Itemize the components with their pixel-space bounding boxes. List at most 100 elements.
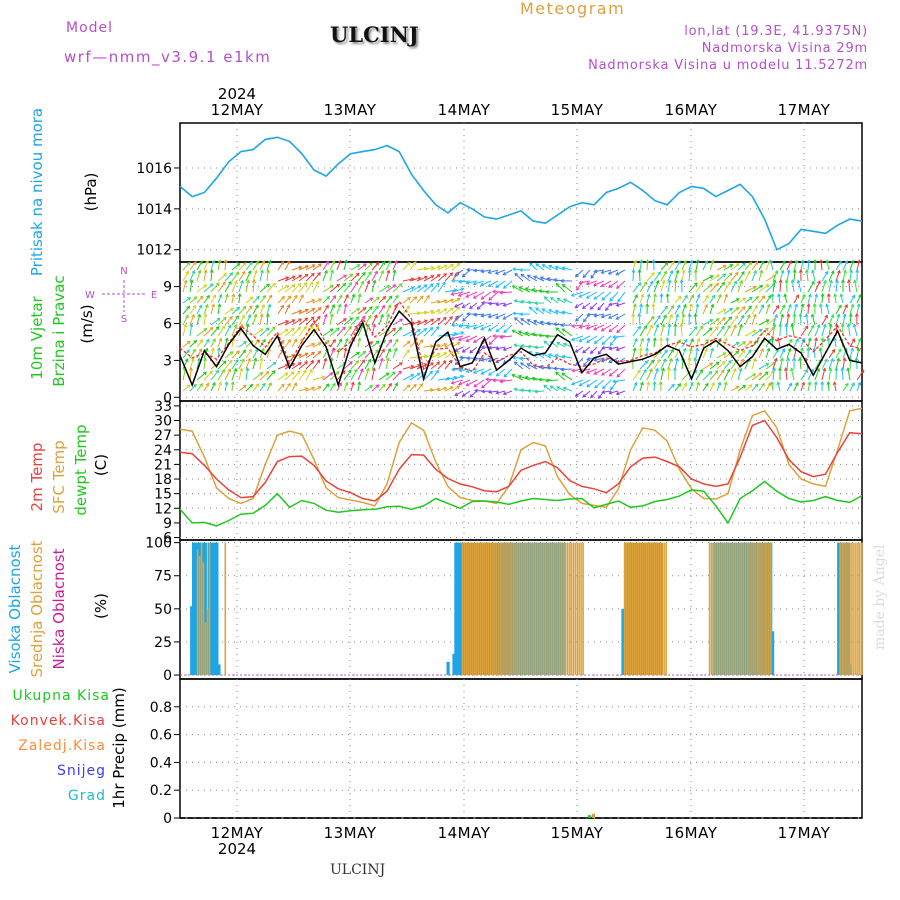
wind-arrow-head <box>215 326 220 330</box>
wind-arrow <box>182 305 190 315</box>
wind-arrow <box>777 338 781 348</box>
wind-arrow <box>814 294 818 304</box>
wind-arrow <box>542 308 552 315</box>
wind-arrow-head <box>659 337 664 341</box>
wind-arrow <box>594 357 605 361</box>
wind-arrow <box>821 293 824 304</box>
wind-arrow-head <box>287 339 291 343</box>
wind-arrow <box>189 368 192 381</box>
wind-arrow <box>423 283 434 293</box>
wind-arrow-head <box>235 271 240 276</box>
wind-arrow <box>182 297 191 304</box>
wind-arrow <box>416 383 423 392</box>
wind-arrow-head <box>828 367 833 372</box>
cloud-mid-bar <box>560 542 563 675</box>
wind-arrow-head <box>693 326 698 330</box>
wind-arrow-head <box>443 352 448 356</box>
wind-arrow-head <box>381 261 386 265</box>
wind-arrow-head <box>459 355 463 360</box>
wind-arrow-head <box>262 295 266 299</box>
wind-arrow-head <box>721 325 725 330</box>
wind-gust-line <box>179 300 863 373</box>
wind-arrow <box>716 361 726 370</box>
wind-arrow <box>765 274 776 282</box>
cloud-mid-bar <box>489 542 491 675</box>
wind-arrow-head <box>561 372 566 377</box>
wind-arrow <box>723 294 728 304</box>
wind-arrow <box>800 260 804 271</box>
wind-arrow <box>751 305 758 315</box>
wind-arrow <box>702 260 708 271</box>
wind-arrow-head <box>317 271 321 276</box>
wind-arrow <box>828 368 832 381</box>
wind-arrow-head <box>387 348 391 352</box>
wind-arrow-head <box>662 358 667 363</box>
wind-arrow-head <box>259 357 264 362</box>
wind-arrow-head <box>657 314 661 319</box>
wind-arrow-head <box>727 324 731 329</box>
wind-arrow-head <box>834 367 839 371</box>
wind-arrow <box>500 379 513 383</box>
wind-arrow <box>723 369 731 381</box>
wind-arrow <box>514 317 524 326</box>
wind-arrow-head <box>735 350 740 355</box>
cloud-mid-bar <box>734 542 737 675</box>
wind-arrow-head <box>643 368 647 373</box>
wind-arrow <box>765 327 775 337</box>
wind-arrow <box>291 327 301 337</box>
wind-arrow-head <box>513 299 518 303</box>
wind-arrow <box>488 313 499 318</box>
cloud-mid-bar <box>754 542 756 675</box>
wind-arrow-head <box>394 259 398 264</box>
wind-arrow <box>800 338 805 348</box>
wind-arrow <box>834 294 837 304</box>
wind-arrow <box>602 346 612 349</box>
wind-arrow <box>578 335 591 342</box>
wind-arrow-head <box>209 283 214 287</box>
wind-arrow <box>416 295 424 304</box>
wind-arrow <box>821 358 828 370</box>
wind-arrow <box>667 305 675 315</box>
wind-arrow <box>481 357 492 361</box>
wind-arrow <box>751 270 757 282</box>
wind-arrow <box>639 338 644 348</box>
wind-arrow-head <box>784 367 788 372</box>
wind-arrow-head <box>234 280 238 285</box>
wind-arrow-head <box>451 278 455 283</box>
wind-arrow-head <box>687 269 692 273</box>
cloud-mid-bar <box>198 555 201 675</box>
cloud-mid-bar <box>637 542 640 675</box>
cloud-mid-bar <box>572 542 574 675</box>
wind-arrow <box>336 382 342 392</box>
wind-arrow <box>210 370 219 381</box>
wind-arrow-head <box>690 381 694 386</box>
wind-arrow <box>765 339 772 348</box>
wind-arrow <box>203 295 210 304</box>
wind-arrow-head <box>755 295 760 300</box>
wind-arrow <box>444 316 453 326</box>
pressure-ylabel: Pritisak na nivou mora <box>28 108 46 276</box>
wind-arrow-head <box>846 367 851 372</box>
wind-arrow <box>217 360 227 370</box>
wind-arrow <box>791 368 795 381</box>
wind-arrow-head <box>554 354 559 358</box>
wind-arrow <box>709 260 714 271</box>
wind-arrow <box>238 384 247 392</box>
wind-arrow-head <box>634 337 638 342</box>
wind-arrow-head <box>392 371 396 376</box>
cloud-high-bar <box>475 542 479 675</box>
wind-arrow <box>266 295 273 304</box>
wind-arrow <box>224 382 228 392</box>
wind-arrow <box>716 352 726 359</box>
wind-arrow <box>329 295 336 304</box>
wind-arrow <box>646 338 650 348</box>
wind-arrow <box>667 384 675 392</box>
cloud-high-bar <box>621 608 625 675</box>
wind-arrow-head <box>705 295 709 299</box>
wind-arrow-head <box>650 359 655 364</box>
cloud-high-bar <box>193 542 198 675</box>
wind-arrow <box>842 358 846 370</box>
wind-arrow <box>284 319 296 326</box>
wind-arrow-head <box>649 280 654 285</box>
wind-arrow <box>402 297 411 304</box>
